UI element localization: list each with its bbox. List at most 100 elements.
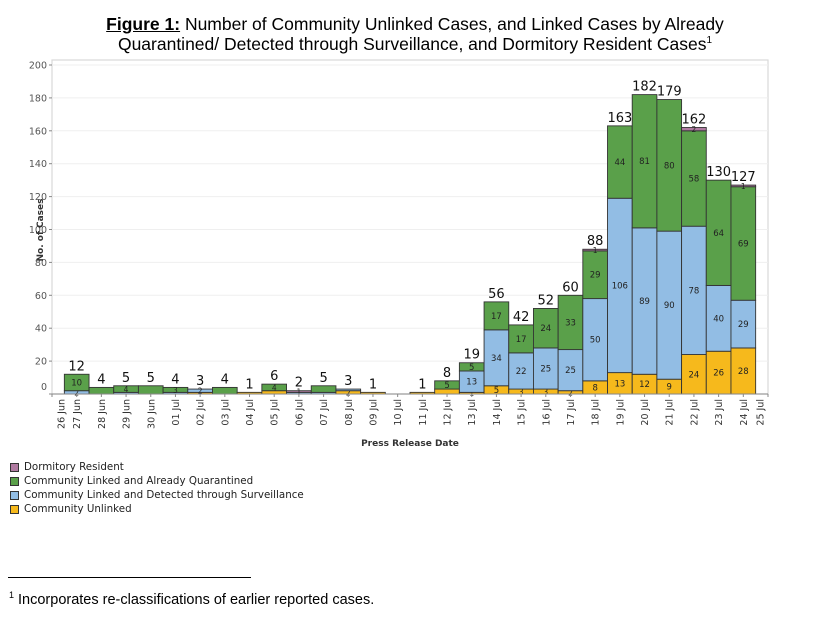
bar-segment (631, 227, 658, 375)
segment-label: 69 (738, 239, 749, 249)
bar-total-label: 1 (369, 377, 377, 392)
y-tick-label: 160 (29, 126, 47, 137)
x-tick-label: 01 Jul (171, 399, 182, 426)
y-tick-label: 80 (35, 258, 47, 269)
x-tick-label: 26 Jun (57, 399, 68, 429)
bar-segment (310, 385, 337, 393)
bar-total-label: 182 (632, 80, 657, 95)
bar-total-label: 56 (488, 287, 505, 302)
x-tick-label: 07 Jul (319, 399, 330, 426)
bar-total-label: 179 (657, 85, 682, 100)
bar-total-label: 1 (418, 377, 426, 392)
title-text-1: Number of Community Unlinked Cases, and … (180, 14, 724, 34)
bar-segment (532, 347, 559, 390)
bar-total-label: 52 (538, 293, 555, 308)
bar-total-label: 19 (463, 348, 480, 363)
segment-label: 17 (516, 335, 527, 345)
y-tick-label: 20 (35, 357, 47, 368)
bar-segment (212, 386, 238, 395)
legend-swatch (10, 504, 19, 514)
bar-total-label: 162 (682, 113, 707, 128)
x-tick-label: 27 Jun (72, 399, 83, 429)
footnote-divider (8, 577, 251, 578)
bar-total-label: 4 (221, 372, 229, 387)
segment-label: 40 (713, 314, 724, 324)
bar-total-label: 2 (295, 376, 303, 391)
x-tick-label: 08 Jul (344, 399, 355, 426)
segment-label: 106 (612, 281, 628, 291)
bar-segment (730, 184, 757, 188)
segment-label: 2 (74, 388, 79, 397)
x-tick-label: 16 Jul (541, 399, 552, 426)
bar-total-label: 88 (587, 234, 604, 249)
bar-total-label: 8 (443, 366, 451, 381)
segment-label: 1 (593, 246, 598, 255)
segment-label: 29 (738, 320, 749, 330)
segment-label: 1 (297, 388, 302, 397)
footnote-marker: 1 (9, 590, 15, 600)
y-tick-label: 200 (29, 61, 47, 72)
title-footnote-marker: 1 (706, 35, 713, 47)
segment-label: 26 (713, 369, 724, 379)
segment-label: 50 (590, 336, 601, 346)
x-tick-label: 12 Jul (443, 399, 454, 426)
segment-label: 8 (592, 383, 597, 393)
bar-segment (730, 186, 757, 301)
x-tick-label: 28 Jun (97, 399, 108, 429)
segment-label: 81 (639, 157, 650, 167)
y-tick-label: 0 (41, 382, 47, 393)
legend-label: Community Linked and Detected through Su… (24, 489, 304, 501)
segment-label: 10 (71, 378, 82, 388)
segment-label: 78 (689, 286, 700, 296)
x-tick-label: 05 Jul (270, 399, 281, 426)
legend-label: Dormitory Resident (24, 461, 124, 473)
bar-segment (631, 94, 658, 229)
x-tick-label: 06 Jul (294, 399, 305, 426)
bar-total-label: 5 (147, 371, 155, 386)
y-tick-label: 120 (29, 192, 47, 203)
segment-label: 33 (565, 318, 576, 328)
segment-label: 22 (516, 367, 527, 377)
y-tick-label: 140 (29, 159, 47, 170)
segment-label: 24 (540, 324, 551, 334)
segment-label: 12 (639, 380, 650, 390)
bar-segment (137, 385, 164, 395)
x-tick-label: 02 Jul (196, 399, 207, 426)
title-line-2: Quarantined/ Detected through Surveillan… (0, 34, 830, 54)
legend-swatch (10, 462, 19, 472)
bar-total-label: 130 (706, 165, 731, 180)
x-tick-label: 25 Jul (756, 399, 767, 426)
x-tick-label: 19 Jul (615, 399, 626, 426)
footnote-text: Incorporates re-classifications of earli… (18, 591, 375, 608)
y-tick-label: 100 (29, 225, 47, 236)
bar-segment (483, 301, 510, 331)
segment-label: 80 (664, 161, 675, 171)
segment-label: 13 (614, 379, 625, 389)
bar-total-label: 163 (607, 111, 632, 126)
bar-segment (261, 383, 288, 392)
bar-segment (88, 386, 115, 395)
legend-swatch (10, 476, 19, 486)
y-tick-label: 180 (29, 93, 47, 104)
x-tick-label: 11 Jul (418, 399, 429, 426)
segment-label: 24 (689, 370, 700, 380)
bar-total-label: 127 (731, 170, 756, 185)
segment-label: 4 (124, 385, 129, 394)
x-tick-label: 24 Jul (739, 399, 750, 426)
segment-label: 89 (639, 297, 650, 307)
legend-label: Community Linked and Already Quarantined (24, 475, 254, 487)
segment-label: 5 (469, 363, 474, 373)
x-tick-label: 15 Jul (517, 399, 528, 426)
bar-segment (532, 308, 559, 349)
footnote: 1 Incorporates re-classifications of earl… (9, 590, 374, 608)
segment-label: 5 (444, 381, 449, 391)
segment-label: 3 (173, 386, 178, 395)
bar-segment (483, 329, 510, 387)
bar-total-label: 3 (196, 374, 204, 389)
legend-item: Community Unlinked (10, 502, 304, 516)
x-tick-label: 14 Jul (492, 399, 503, 426)
segment-label: 2 (198, 387, 203, 396)
title-line-1: Figure 1: Number of Community Unlinked C… (0, 14, 830, 34)
bar-total-label: 42 (513, 310, 530, 325)
x-tick-label: 13 Jul (467, 399, 478, 426)
